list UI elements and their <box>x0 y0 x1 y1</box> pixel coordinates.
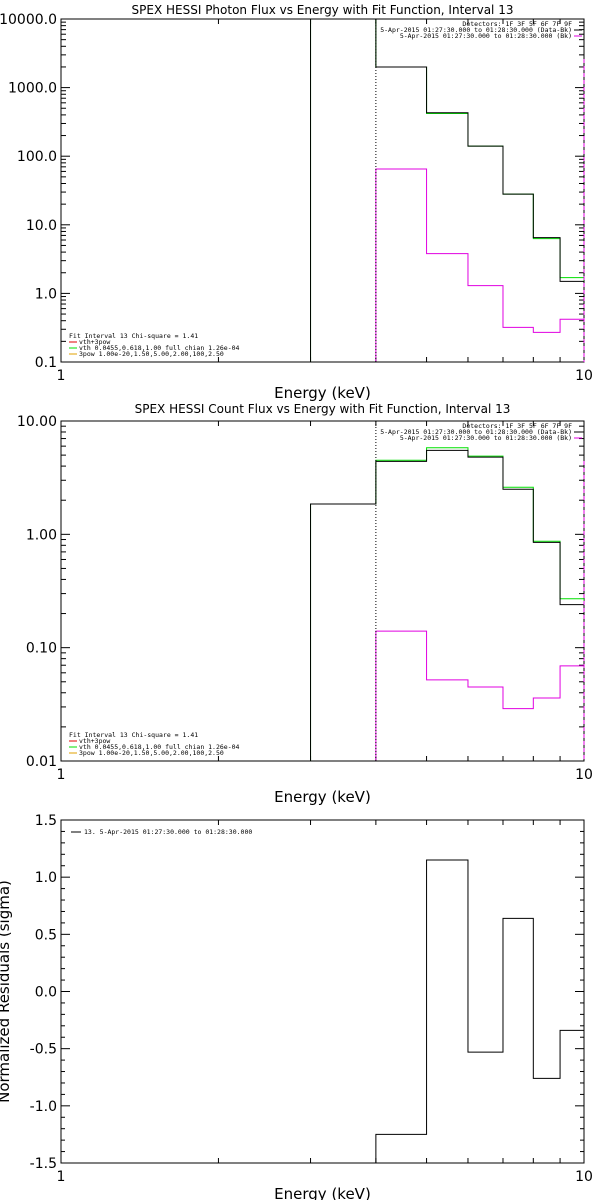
x-axis-label: Energy (keV) <box>274 1185 371 1200</box>
x-tick-label: 10 <box>575 767 593 783</box>
info-line: 5-Apr-2015 01:27:30.000 to 01:28:30.000 … <box>380 428 572 436</box>
legend-entry: vth+3pow <box>79 737 110 745</box>
chart-title: SPEX HESSI Photon Flux vs Energy with Fi… <box>132 3 514 17</box>
y-tick-label: 10.0 <box>26 218 57 234</box>
y-tick-label: 10000.0 <box>0 12 57 28</box>
info-line: 5-Apr-2015 01:27:30.000 to 01:28:30.000 … <box>400 434 572 442</box>
legend-entry: 13. 5-Apr-2015 01:27:30.000 to 01:28:30.… <box>84 828 252 836</box>
series-vth-3pow <box>310 447 584 761</box>
x-axis-label: Energy (keV) <box>274 788 371 806</box>
y-tick-label: 100.0 <box>17 149 57 165</box>
x-axis-label: Energy (keV) <box>274 384 371 402</box>
legend-entry: vth 0.0455,0.618,1.00 full chian 1.26e-0… <box>79 743 240 751</box>
series-bk <box>375 168 584 362</box>
legend-entry: vth+3pow <box>79 338 110 346</box>
x-tick-label: 1 <box>57 767 66 783</box>
y-tick-label: 1.00 <box>26 527 57 543</box>
y-tick-label: 1.0 <box>35 286 57 302</box>
x-tick-label: 1 <box>57 368 66 384</box>
y-tick-label: 0.01 <box>26 754 57 770</box>
y-tick-label: 1.5 <box>35 813 57 829</box>
series-data-bk <box>310 19 584 362</box>
info-line: 5-Apr-2015 01:27:30.000 to 01:28:30.000 … <box>380 26 572 34</box>
series-vth-3pow <box>310 19 584 362</box>
chart-title: SPEX HESSI Count Flux vs Energy with Fit… <box>135 402 511 416</box>
legend-entry: 3pow 1.00e-20,1.50,5.00,2.00,100,2.50 <box>79 749 224 757</box>
y-axis-label: Normalized Residuals (sigma) <box>0 880 13 1103</box>
y-tick-label: -1.0 <box>30 1099 57 1115</box>
y-tick-label: 10.00 <box>17 414 57 430</box>
y-tick-label: -1.5 <box>30 1156 57 1172</box>
legend-entry: vth 0.0455,0.618,1.00 full chian 1.26e-0… <box>79 344 240 352</box>
series-data-bk <box>310 449 584 761</box>
plot-frame <box>60 18 585 363</box>
legend-entry: Fit Interval 13 Chi-square = 1.41 <box>69 332 198 340</box>
x-tick-label: 10 <box>575 368 593 384</box>
info-line: 5-Apr-2015 01:27:30.000 to 01:28:30.000 … <box>400 32 572 40</box>
y-tick-label: 0.1 <box>35 355 57 371</box>
y-tick-label: 0.5 <box>35 927 57 943</box>
info-line: Detectors: 1F 3F 5F 6F 7F 9F <box>462 422 572 430</box>
y-tick-label: -0.5 <box>30 1042 57 1058</box>
y-tick-label: 1000.0 <box>8 81 57 97</box>
plot-frame <box>60 420 585 762</box>
x-tick-label: 10 <box>575 1169 593 1185</box>
x-tick-label: 1 <box>57 1169 66 1185</box>
y-tick-label: 1.0 <box>35 870 57 886</box>
series-residuals <box>375 859 584 1163</box>
y-tick-label: 0.10 <box>26 641 57 657</box>
info-line: Detectors: 1F 3F 5F 6F 7F 9F <box>462 20 572 28</box>
y-tick-label: 0.0 <box>35 985 57 1001</box>
legend-entry: Fit Interval 13 Chi-square = 1.41 <box>69 731 198 739</box>
plot-frame <box>60 819 585 1164</box>
legend-entry: 3pow 1.00e-20,1.50,5.00,2.00,100,2.50 <box>79 350 224 358</box>
series-bk <box>375 630 584 761</box>
